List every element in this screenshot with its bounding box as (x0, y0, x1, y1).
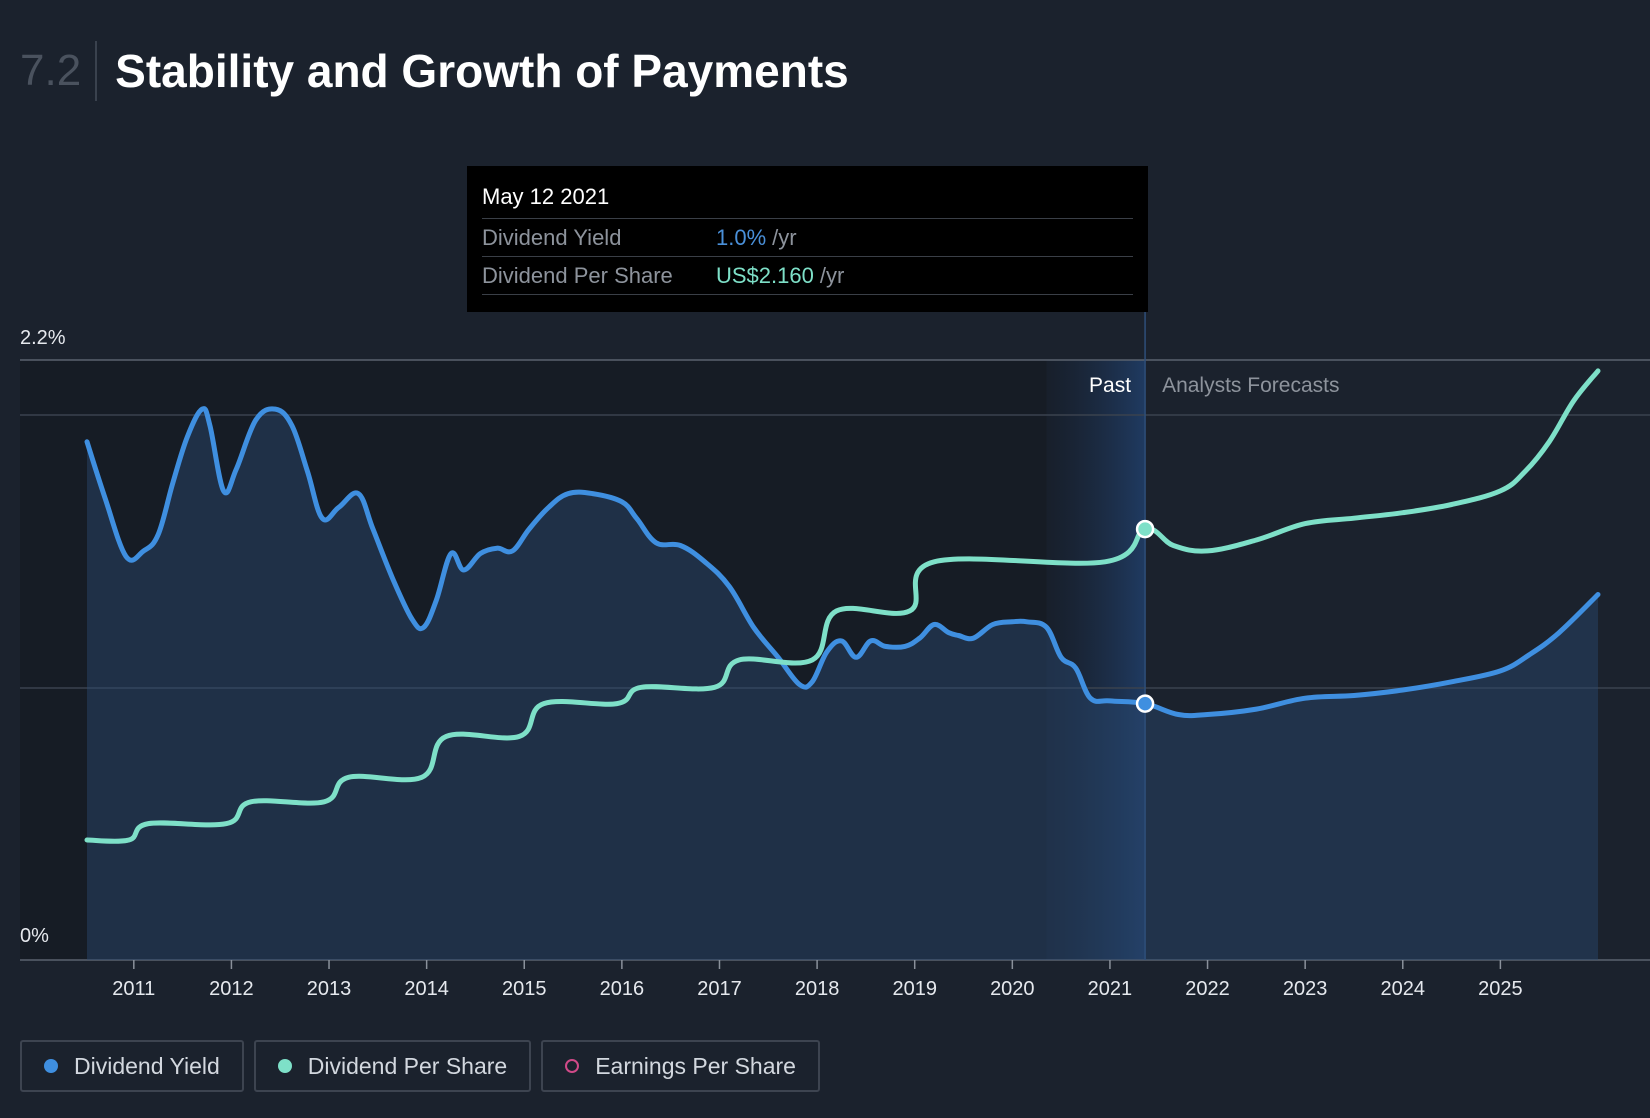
x-tick-label: 2013 (307, 978, 352, 1000)
dividend-yield-line (84, 406, 1601, 719)
x-tick-label: 2024 (1381, 978, 1426, 1000)
dividend-yield-area (87, 408, 1598, 960)
legend-label: Earnings Per Share (595, 1052, 796, 1079)
x-tick-label: 2015 (502, 978, 547, 1000)
chart-legend: Dividend Yield Dividend Per Share Earnin… (20, 1040, 830, 1092)
legend-label: Dividend Yield (74, 1052, 220, 1079)
tooltip-value: US$2.160 (716, 262, 814, 288)
x-tick-label: 2014 (404, 978, 449, 1000)
legend-dividend-yield[interactable]: Dividend Yield (20, 1040, 244, 1092)
tooltip-unit: /yr (819, 262, 845, 288)
dividend-per-share-marker (1135, 519, 1155, 539)
x-tick-label: 2018 (795, 978, 840, 1000)
x-tick-label: 2011 (112, 978, 155, 1000)
dividend-per-share-line (84, 368, 1601, 844)
legend-dividend-per-share[interactable]: Dividend Per Share (253, 1040, 532, 1092)
x-tick-label: 2020 (990, 978, 1035, 1000)
page-title: Stability and Growth of Payments (115, 45, 849, 97)
legend-earnings-per-share[interactable]: Earnings Per Share (541, 1040, 820, 1092)
legend-label: Dividend Per Share (307, 1052, 508, 1079)
tooltip-row-dividend-per-share: Dividend Per Share US$2.160 /yr (482, 257, 1133, 295)
tooltip-unit: /yr (772, 224, 797, 250)
tooltip-label: Dividend Yield (482, 224, 622, 250)
tooltip-row-dividend-yield: Dividend Yield 1.0% /yr (482, 219, 1133, 257)
past-region (20, 360, 1146, 960)
x-tick-label: 2019 (892, 978, 937, 1000)
forecast-label: Analysts Forecasts (1162, 374, 1339, 397)
x-tick-label: 2025 (1478, 978, 1523, 1000)
past-label: Past (1089, 374, 1131, 397)
section-header: 7.2 Stability and Growth of Payments (20, 40, 849, 102)
x-tick-label: 2017 (697, 978, 742, 1000)
x-tick-label: 2023 (1283, 978, 1328, 1000)
x-tick-label: 2012 (209, 978, 254, 1000)
legend-dot-icon (44, 1059, 58, 1073)
tooltip-value: 1.0% (716, 224, 767, 250)
legend-ring-icon (565, 1059, 580, 1073)
x-tick-label: 2021 (1088, 978, 1133, 1000)
dividend-yield-marker (1135, 694, 1155, 713)
y-tick-label: 0% (20, 925, 49, 947)
x-tick-label: 2022 (1185, 978, 1230, 1000)
x-tick-label: 2016 (600, 978, 645, 1000)
chart-tooltip: May 12 2021 Dividend Yield 1.0% /yr Divi… (467, 166, 1148, 312)
section-number: 7.2 (20, 41, 98, 101)
tooltip-label: Dividend Per Share (482, 262, 673, 288)
y-tick-label: 2.2% (20, 327, 66, 349)
legend-dot-icon (277, 1059, 292, 1073)
tooltip-date: May 12 2021 (482, 184, 1133, 219)
